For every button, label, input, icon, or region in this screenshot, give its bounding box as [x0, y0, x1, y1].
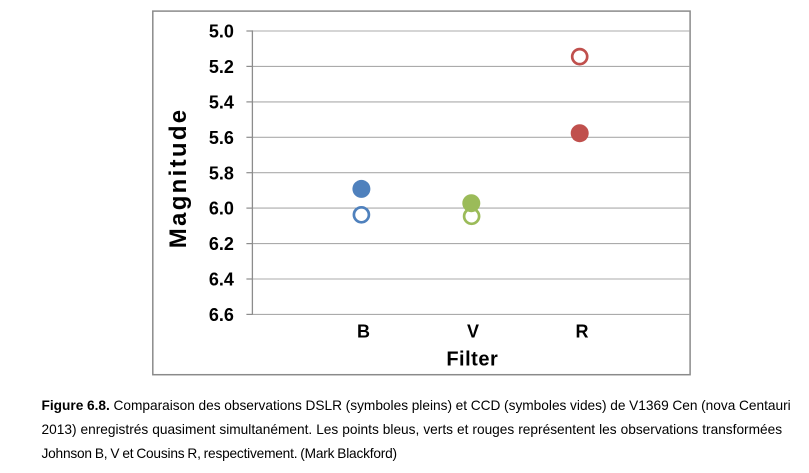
svg-text:Filter: Filter	[446, 349, 498, 371]
svg-text:5.8: 5.8	[209, 163, 234, 183]
svg-text:5.0: 5.0	[209, 22, 234, 42]
svg-text:Magnitude: Magnitude	[165, 108, 192, 249]
svg-text:6.6: 6.6	[209, 305, 234, 325]
svg-text:5.2: 5.2	[209, 57, 234, 77]
svg-text:B: B	[357, 322, 370, 342]
svg-text:6.4: 6.4	[209, 270, 234, 290]
svg-text:R: R	[576, 322, 589, 342]
svg-text:V: V	[467, 322, 479, 342]
svg-text:6.0: 6.0	[209, 199, 234, 219]
svg-text:6.2: 6.2	[209, 234, 234, 254]
svg-text:5.6: 5.6	[209, 128, 234, 148]
svg-text:5.4: 5.4	[209, 93, 234, 113]
